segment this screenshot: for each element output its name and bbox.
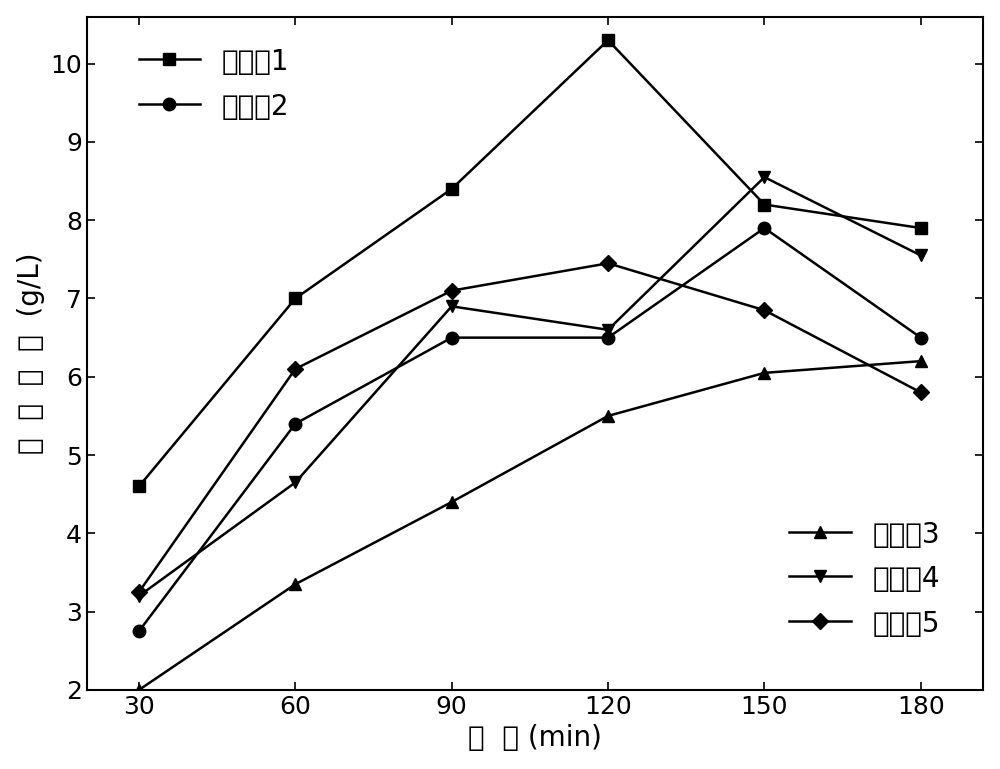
Y-axis label: 氯  化  效  率  (g/L): 氯 化 效 率 (g/L) [17,252,45,454]
Legend: 实施例3, 实施例4, 实施例5: 实施例3, 实施例4, 实施例5 [778,510,952,649]
X-axis label: 时  间 (min): 时 间 (min) [468,724,602,752]
